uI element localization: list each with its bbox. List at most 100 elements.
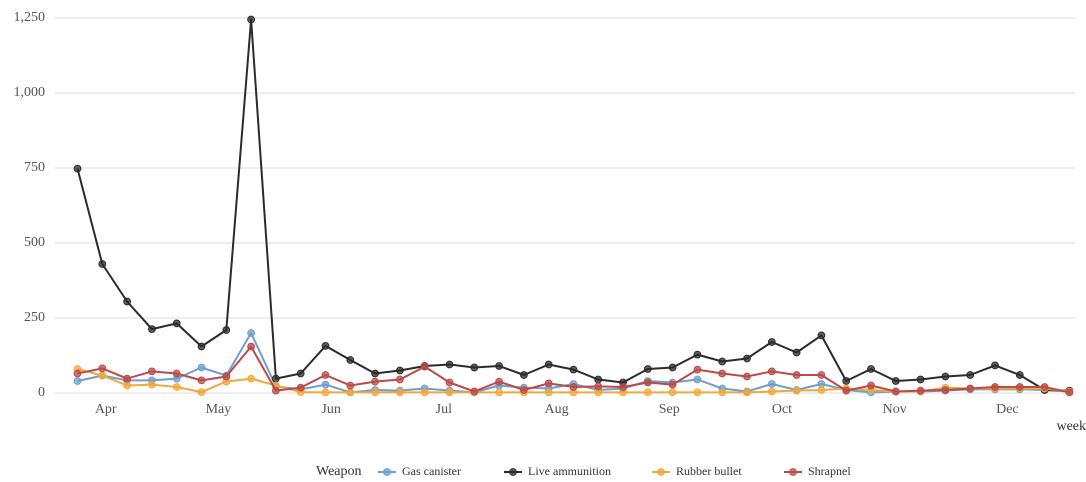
x-tick-label: Nov (883, 402, 907, 417)
data-point (718, 357, 727, 366)
data-point (172, 319, 181, 328)
series-shrapnel (73, 342, 1074, 397)
data-point (792, 371, 801, 379)
axis-layer: 0 250 500 750 1,000 1,250 Apr May Jun Jul Aug Sep Oc… (14, 10, 1086, 434)
data-point (916, 386, 925, 395)
data-point (767, 387, 776, 396)
legend-label: Rubber bullet (676, 464, 742, 478)
x-tick-label: Apr (95, 402, 117, 417)
data-point (693, 388, 702, 397)
x-tick-label: Oct (772, 402, 792, 417)
data-point (495, 377, 504, 386)
data-point (991, 361, 999, 370)
data-point (420, 388, 429, 397)
data-point (817, 331, 826, 340)
data-point (594, 375, 603, 384)
data-point (743, 372, 751, 381)
legend-item: Gas canister (378, 464, 461, 478)
x-tick-label: Jul (436, 402, 452, 417)
data-point (396, 375, 404, 384)
x-tick-label: Sep (659, 402, 680, 417)
y-tick-label: 250 (24, 310, 45, 325)
data-point (693, 350, 702, 359)
data-point (643, 365, 652, 373)
data-point (867, 381, 875, 390)
data-point (371, 369, 380, 378)
data-point (396, 366, 404, 375)
data-point (643, 378, 652, 387)
data-point (817, 386, 826, 394)
data-point (445, 388, 454, 397)
legend-item: Live ammunition (504, 464, 611, 478)
data-point (272, 374, 280, 383)
legend-title: Weapon (316, 464, 362, 479)
data-point (544, 360, 553, 369)
legend-item: Rubber bullet (652, 464, 742, 478)
data-point (420, 362, 429, 371)
data-point (495, 362, 504, 370)
series-live-ammunition (73, 15, 1074, 395)
data-point (792, 348, 801, 357)
x-tick-label: Jun (321, 402, 340, 417)
data-point (668, 380, 677, 389)
data-point (148, 367, 156, 376)
legend-swatch-point (509, 468, 517, 476)
data-point (98, 364, 107, 373)
data-point (718, 369, 727, 378)
data-point (470, 387, 479, 396)
legend-label: Live ammunition (528, 464, 611, 478)
data-point (569, 383, 578, 391)
data-point (247, 342, 256, 351)
data-point (941, 386, 950, 394)
x-tick-label: May (206, 402, 232, 417)
data-point (247, 15, 256, 24)
data-point (867, 365, 875, 373)
series-layer (73, 15, 1074, 397)
data-point (172, 383, 181, 391)
data-point (98, 260, 107, 268)
y-tick-label: 750 (24, 160, 45, 175)
grid-layer (55, 17, 1075, 394)
legend-label: Gas canister (402, 464, 461, 478)
data-point (123, 374, 131, 383)
x-tick-label: Aug (544, 402, 568, 417)
data-point (148, 325, 156, 334)
x-tick-label: Dec (996, 402, 1019, 417)
data-point (1040, 383, 1049, 391)
data-point (817, 371, 826, 379)
data-point (197, 363, 206, 372)
data-point (693, 365, 702, 374)
data-point (619, 383, 627, 391)
data-point (445, 378, 454, 387)
data-point (767, 338, 776, 346)
data-point (842, 386, 851, 395)
data-point (743, 388, 751, 397)
data-point (495, 388, 504, 397)
data-point (643, 388, 652, 397)
data-point (148, 380, 156, 389)
data-point (668, 363, 677, 372)
legend-swatch-point (383, 468, 391, 476)
data-point (123, 297, 131, 306)
data-point (197, 388, 206, 397)
data-point (966, 384, 975, 393)
data-point (247, 329, 256, 337)
data-point (544, 379, 553, 388)
data-point (371, 377, 380, 386)
data-point (346, 381, 355, 390)
data-point (321, 388, 330, 397)
data-point (296, 383, 305, 392)
data-point (321, 380, 330, 389)
data-point (346, 356, 355, 364)
y-tick-label: 1,000 (14, 85, 46, 100)
data-point (197, 342, 206, 351)
data-point (222, 326, 231, 334)
data-point (718, 388, 727, 397)
data-point (247, 374, 256, 383)
data-point (891, 387, 900, 396)
y-tick-label: 0 (38, 385, 45, 400)
data-point (172, 369, 181, 378)
x-axis-title: week (1056, 419, 1086, 434)
